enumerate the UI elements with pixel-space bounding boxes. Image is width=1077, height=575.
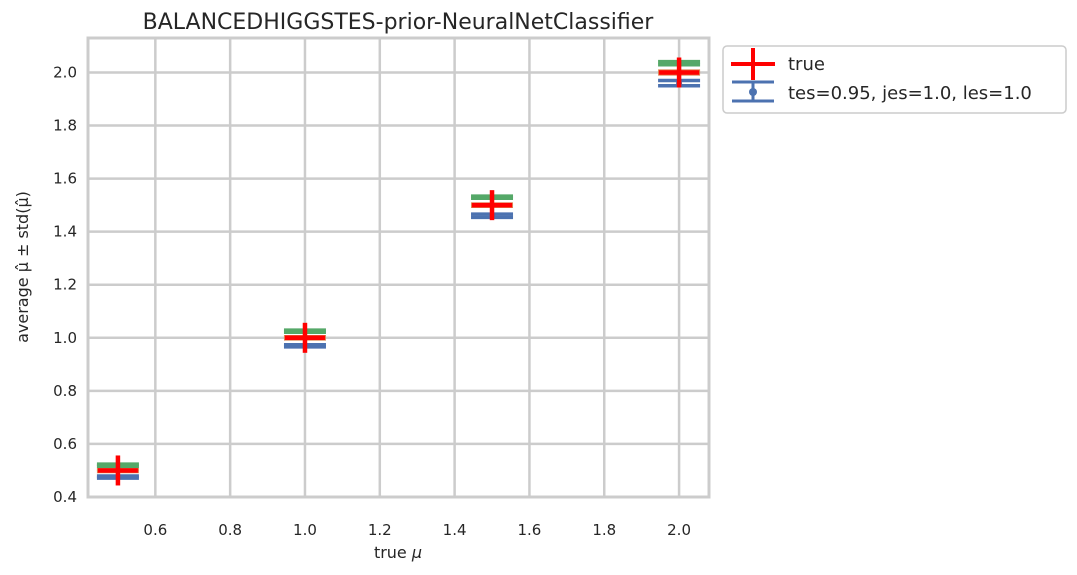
legend-errorbar-marker bbox=[732, 80, 774, 103]
y-tick-label: 1.4 bbox=[53, 223, 77, 241]
legend-true-marker bbox=[731, 48, 775, 80]
x-tick-label: 2.0 bbox=[667, 521, 691, 539]
y-tick-label: 1.6 bbox=[53, 170, 77, 188]
y-tick-label: 2.0 bbox=[53, 63, 77, 81]
true-marker bbox=[659, 57, 700, 88]
true-marker-series bbox=[97, 57, 700, 486]
x-tick-label: 1.8 bbox=[592, 521, 616, 539]
x-axis-label: true μ bbox=[374, 543, 422, 562]
y-tick-label: 0.8 bbox=[53, 382, 77, 400]
x-tick-label: 1.2 bbox=[368, 521, 392, 539]
errorbar-series-3 bbox=[96, 59, 701, 469]
errorbar-series-2 bbox=[96, 69, 701, 474]
y-axis-label: average μ̂ ± std(μ̂) bbox=[13, 191, 32, 343]
y-tick-label: 1.0 bbox=[53, 329, 77, 347]
x-ticks: 0.6 0.8 1.0 1.2 1.4 1.6 1.8 2.0 bbox=[143, 521, 691, 539]
true-marker bbox=[97, 455, 138, 486]
x-tick-label: 1.0 bbox=[293, 521, 317, 539]
grid bbox=[88, 38, 709, 499]
x-tick-label: 1.4 bbox=[443, 521, 467, 539]
chart-title: BALANCEDHIGGSTES-prior-NeuralNetClassifi… bbox=[143, 10, 655, 35]
x-tick-label: 0.6 bbox=[143, 521, 167, 539]
x-tick-label: 0.8 bbox=[218, 521, 242, 539]
y-tick-label: 1.2 bbox=[53, 276, 77, 294]
legend: true tes=0.95, jes=1.0, les=1.0 bbox=[722, 45, 1067, 114]
true-marker bbox=[472, 190, 513, 221]
true-marker bbox=[284, 322, 325, 353]
x-tick-label: 1.6 bbox=[518, 521, 542, 539]
plot-marks bbox=[96, 57, 701, 486]
y-tick-label: 0.4 bbox=[53, 488, 77, 506]
plot-frame bbox=[86, 36, 711, 499]
errorbar-series-1 bbox=[96, 78, 701, 481]
legend-errorbar-label: tes=0.95, jes=1.0, les=1.0 bbox=[788, 83, 1032, 104]
legend-true-label: true bbox=[788, 54, 825, 75]
legend-box bbox=[722, 45, 1067, 114]
y-tick-label: 0.6 bbox=[53, 435, 77, 453]
y-ticks: 0.4 0.6 0.8 1.0 1.2 1.4 1.6 1.8 2.0 bbox=[53, 63, 77, 506]
y-tick-label: 1.8 bbox=[53, 117, 77, 135]
